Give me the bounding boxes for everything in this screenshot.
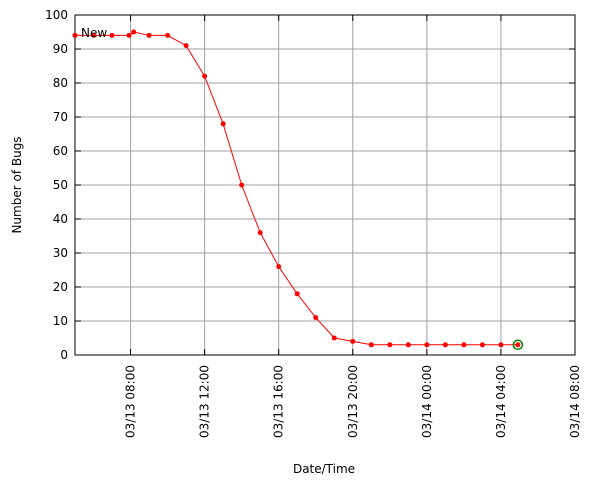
x-tick-label: 03/13 12:00 bbox=[198, 365, 212, 438]
point bbox=[220, 121, 226, 127]
y-tick-label: 100 bbox=[45, 8, 68, 22]
point bbox=[109, 32, 115, 38]
point bbox=[146, 32, 152, 38]
point bbox=[368, 342, 374, 348]
point bbox=[165, 32, 171, 38]
point bbox=[387, 342, 393, 348]
x-tick-label: 03/13 16:00 bbox=[272, 365, 286, 438]
point bbox=[294, 291, 300, 297]
legend-label: New bbox=[81, 26, 107, 40]
point bbox=[461, 342, 467, 348]
y-tick-label: 30 bbox=[53, 246, 68, 260]
point bbox=[239, 182, 245, 188]
point bbox=[131, 29, 137, 35]
y-tick-label: 40 bbox=[53, 212, 68, 226]
point bbox=[442, 342, 448, 348]
y-tick-label: 60 bbox=[53, 144, 68, 158]
y-tick-label: 20 bbox=[53, 280, 68, 294]
y-axis-label: Number of Bugs bbox=[10, 136, 24, 233]
point bbox=[405, 342, 411, 348]
y-tick-label: 50 bbox=[53, 178, 68, 192]
point bbox=[126, 32, 132, 38]
y-tick-label: 10 bbox=[53, 314, 68, 328]
point bbox=[276, 264, 282, 270]
point bbox=[72, 32, 78, 38]
y-tick-label: 0 bbox=[60, 348, 68, 362]
x-tick-label: 03/14 08:00 bbox=[568, 365, 582, 438]
point bbox=[91, 32, 97, 38]
x-tick-label: 03/14 00:00 bbox=[420, 365, 434, 438]
point bbox=[313, 315, 319, 321]
y-tick-label: 80 bbox=[53, 76, 68, 90]
x-tick-label: 03/13 08:00 bbox=[124, 365, 138, 438]
x-tick-label: 03/14 04:00 bbox=[494, 365, 508, 438]
y-tick-label: 90 bbox=[53, 42, 68, 56]
point bbox=[424, 342, 430, 348]
line bbox=[75, 31, 518, 346]
point bbox=[350, 338, 356, 344]
x-axis-label: Date/Time bbox=[293, 462, 355, 476]
point bbox=[202, 73, 208, 79]
point bbox=[331, 335, 337, 341]
plot-border bbox=[74, 14, 576, 356]
x-tick-label: 03/13 20:00 bbox=[346, 365, 360, 438]
point bbox=[257, 230, 263, 236]
point bbox=[183, 43, 189, 49]
y-tick-label: 70 bbox=[53, 110, 68, 124]
point bbox=[479, 342, 485, 348]
last-point-highlight bbox=[512, 339, 524, 351]
point bbox=[498, 342, 504, 348]
point bbox=[515, 342, 521, 348]
